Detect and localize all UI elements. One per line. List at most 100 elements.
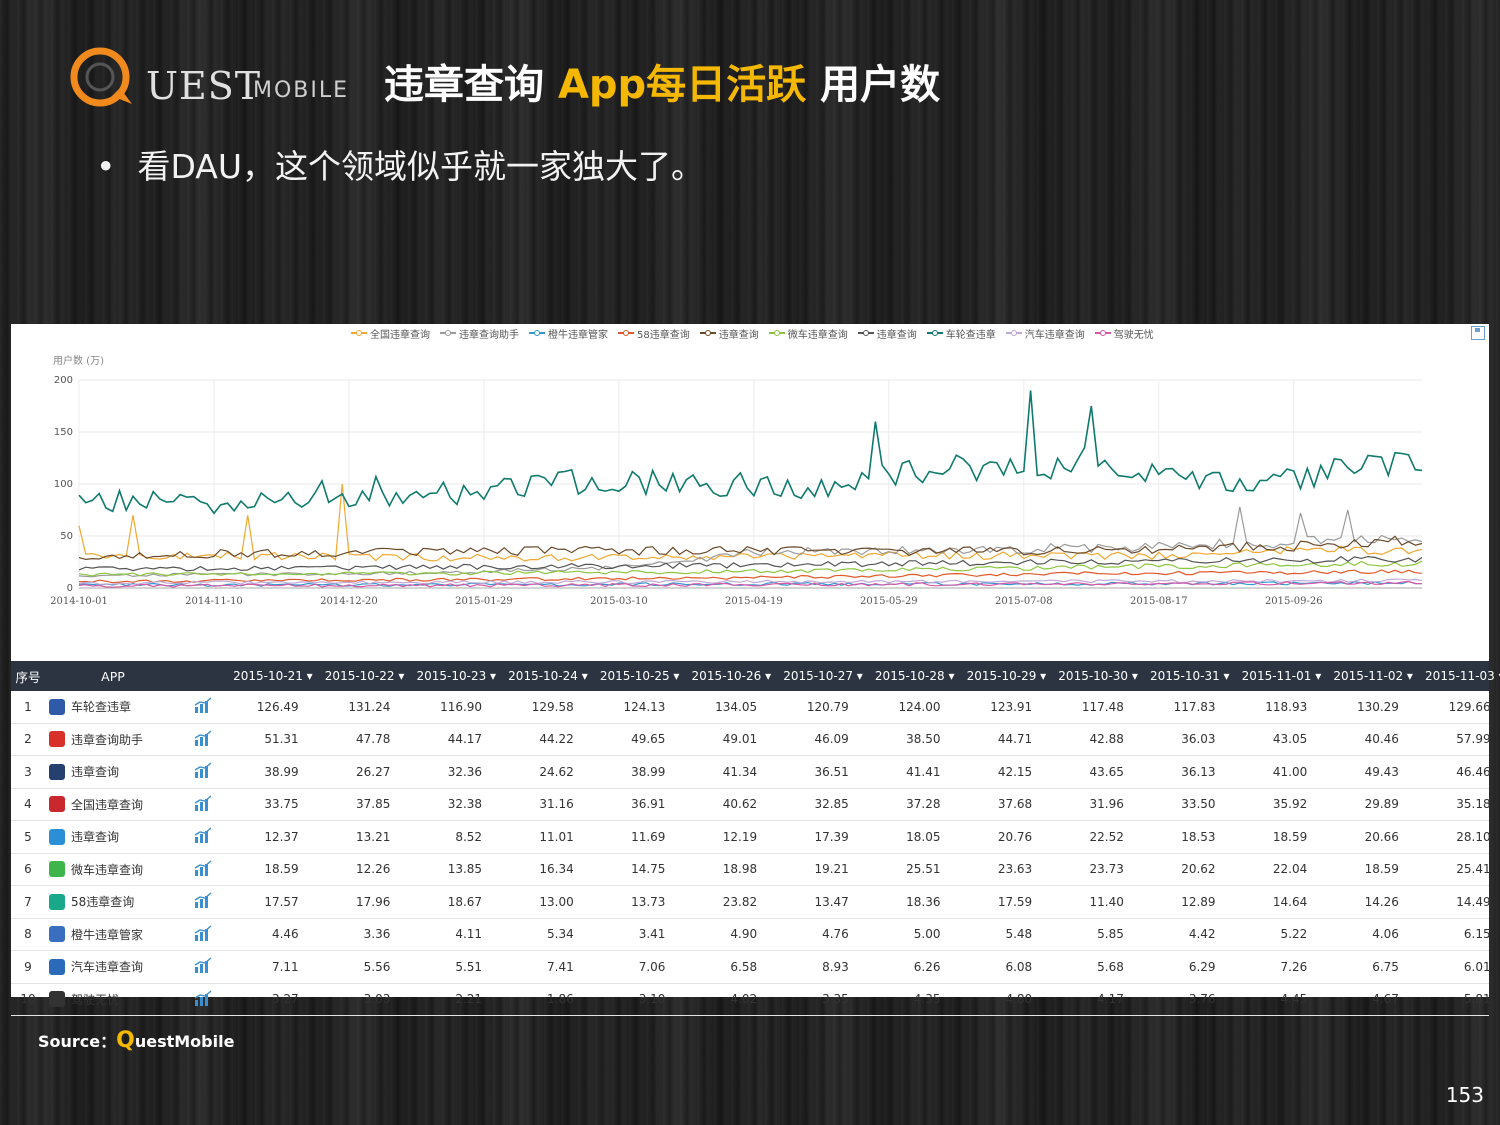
legend-marker-icon xyxy=(768,329,785,337)
legend-label: 违章查询 xyxy=(718,329,759,341)
table-row: 3 违章查询 38.99 26.27 32.36 24.62 38.99 41.34 36.51… xyxy=(11,756,1491,789)
dau-value: 43.05 xyxy=(1272,732,1308,747)
legend-marker-icon xyxy=(440,329,456,337)
row-app[interactable]: 驾驶无忧 xyxy=(45,991,181,1008)
header-date-sort[interactable]: 2015-10-29 ▾ xyxy=(966,669,1047,683)
header-date-sort[interactable]: 2015-10-28 ▾ xyxy=(874,669,955,683)
logo-brand-main: UEST xyxy=(146,64,262,108)
app-name: 违章查询 xyxy=(71,765,120,780)
dau-value: 13.21 xyxy=(356,829,391,844)
legend-item[interactable]: 车轮查违章 xyxy=(926,326,996,341)
dau-value: 24.62 xyxy=(539,764,574,779)
dau-value: 3.10 xyxy=(638,992,666,1007)
row-app[interactable]: 58违章查询 xyxy=(45,893,181,910)
header-index: 序号 xyxy=(15,669,41,685)
header-date-sort[interactable]: 2015-11-02 ▾ xyxy=(1333,669,1413,683)
trend-chart-icon[interactable] xyxy=(181,860,225,879)
y-tick-label: 0 xyxy=(67,583,73,594)
legend-item[interactable]: 全国违章查询 xyxy=(351,326,430,341)
header-date-sort[interactable]: 2015-10-27 ▾ xyxy=(783,669,863,683)
legend-item[interactable]: 58违章查询 xyxy=(618,326,690,341)
dau-value: 36.51 xyxy=(814,764,849,779)
trend-chart-icon[interactable] xyxy=(181,730,225,749)
row-app[interactable]: 违章查询助手 xyxy=(45,731,181,748)
logo-brand-sub: MOBILE xyxy=(253,78,350,103)
legend-marker-icon xyxy=(618,329,634,337)
legend-marker-icon xyxy=(926,329,943,337)
dau-value: 2.21 xyxy=(455,992,483,1007)
legend-item[interactable]: 驾驶无忧 xyxy=(1094,326,1154,341)
row-index: 5 xyxy=(24,829,32,844)
legend-label: 违章查询助手 xyxy=(459,329,519,341)
row-app[interactable]: 违章查询 xyxy=(45,828,181,845)
dau-value: 4.80 xyxy=(1005,992,1033,1007)
trend-chart-icon[interactable] xyxy=(181,925,225,944)
trend-chart-icon[interactable] xyxy=(181,697,225,716)
dau-value: 44.71 xyxy=(997,732,1033,747)
legend-item[interactable]: 微车违章查询 xyxy=(768,326,848,341)
legend-item[interactable]: 违章查询 xyxy=(857,326,917,341)
table-row: 4 全国违章查询 33.75 37.85 32.38 31.16 36.91 40.62 32.… xyxy=(11,789,1491,821)
header-date-sort[interactable]: 2015-10-21 ▾ xyxy=(233,669,313,683)
dau-value: 57.99 xyxy=(1456,732,1491,747)
dau-value: 3.03 xyxy=(363,992,391,1007)
dau-value: 11.40 xyxy=(1089,894,1124,909)
dau-value: 4.02 xyxy=(730,992,758,1007)
legend-marker-icon xyxy=(1094,329,1111,337)
trend-chart-icon[interactable] xyxy=(181,957,225,976)
legend-item[interactable]: 违章查询 xyxy=(699,326,759,341)
dau-value: 4.06 xyxy=(1372,927,1399,942)
app-icon xyxy=(49,991,65,1008)
dau-value: 18.05 xyxy=(906,829,941,844)
dau-value: 3.27 xyxy=(271,992,299,1007)
dau-value: 20.62 xyxy=(1181,862,1216,877)
header-date-sort[interactable]: 2015-10-24 ▾ xyxy=(508,669,588,683)
series-line xyxy=(78,555,1423,572)
dau-value: 41.41 xyxy=(906,764,941,779)
row-app[interactable]: 全国违章查询 xyxy=(45,796,181,813)
dau-value: 131.24 xyxy=(348,699,391,714)
header-date-sort[interactable]: 2015-10-31 ▾ xyxy=(1149,669,1230,683)
dau-value: 120.79 xyxy=(806,699,849,714)
header-date-sort[interactable]: 2015-10-25 ▾ xyxy=(599,669,680,683)
dau-value: 36.91 xyxy=(631,797,666,812)
header-app: APP xyxy=(101,668,125,684)
table-body: 1 车轮查违章 126.49 131.24 116.90 129.58 124.13 134.… xyxy=(11,691,1491,1016)
dau-value: 43.65 xyxy=(1089,764,1124,779)
trend-chart-icon[interactable] xyxy=(181,990,225,1009)
legend-item[interactable]: 橙牛违章管家 xyxy=(529,326,608,341)
header-date-sort[interactable]: 2015-11-03 ▾ xyxy=(1425,669,1500,683)
dau-value: 32.36 xyxy=(447,764,483,779)
dau-value: 46.09 xyxy=(814,732,849,747)
row-app[interactable]: 违章查询 xyxy=(45,763,181,780)
dau-value: 37.28 xyxy=(906,797,941,812)
row-app[interactable]: 汽车违章查询 xyxy=(45,958,181,975)
dau-value: 4.76 xyxy=(822,927,849,942)
dau-value: 6.58 xyxy=(730,959,758,974)
header-date-sort[interactable]: 2015-11-01 ▾ xyxy=(1241,669,1322,683)
dau-value: 14.75 xyxy=(631,862,666,877)
header-date-sort[interactable]: 2015-10-30 ▾ xyxy=(1058,669,1138,683)
row-app[interactable]: 微车违章查询 xyxy=(45,861,181,878)
save-image-icon[interactable] xyxy=(1471,326,1485,340)
trend-chart-icon[interactable] xyxy=(181,827,225,846)
table-row: 9 汽车违章查询 7.11 5.56 5.51 7.41 7.06 6.58 8.93 6.26 6… xyxy=(11,951,1491,984)
legend-item[interactable]: 违章查询助手 xyxy=(440,326,519,341)
dau-value: 6.15 xyxy=(1463,927,1491,942)
trend-chart-icon[interactable] xyxy=(181,762,225,781)
legend-item[interactable]: 汽车违章查询 xyxy=(1005,326,1085,341)
row-app[interactable]: 橙牛违章管家 xyxy=(45,926,181,943)
trend-chart-icon[interactable] xyxy=(181,892,225,911)
dau-value: 19.21 xyxy=(814,862,849,877)
dau-value: 6.29 xyxy=(1188,959,1216,974)
dau-value: 37.68 xyxy=(997,797,1033,812)
header-date-sort[interactable]: 2015-10-22 ▾ xyxy=(324,669,405,683)
row-app[interactable]: 车轮查违章 xyxy=(45,698,181,715)
header-date-sort[interactable]: 2015-10-23 ▾ xyxy=(416,669,497,683)
dau-value: 5.51 xyxy=(455,959,483,974)
source-brand-q: Q xyxy=(116,1028,135,1053)
series-line xyxy=(78,569,1423,584)
dau-value: 29.89 xyxy=(1364,797,1399,812)
header-date-sort[interactable]: 2015-10-26 ▾ xyxy=(691,669,772,683)
trend-chart-icon[interactable] xyxy=(181,795,225,814)
